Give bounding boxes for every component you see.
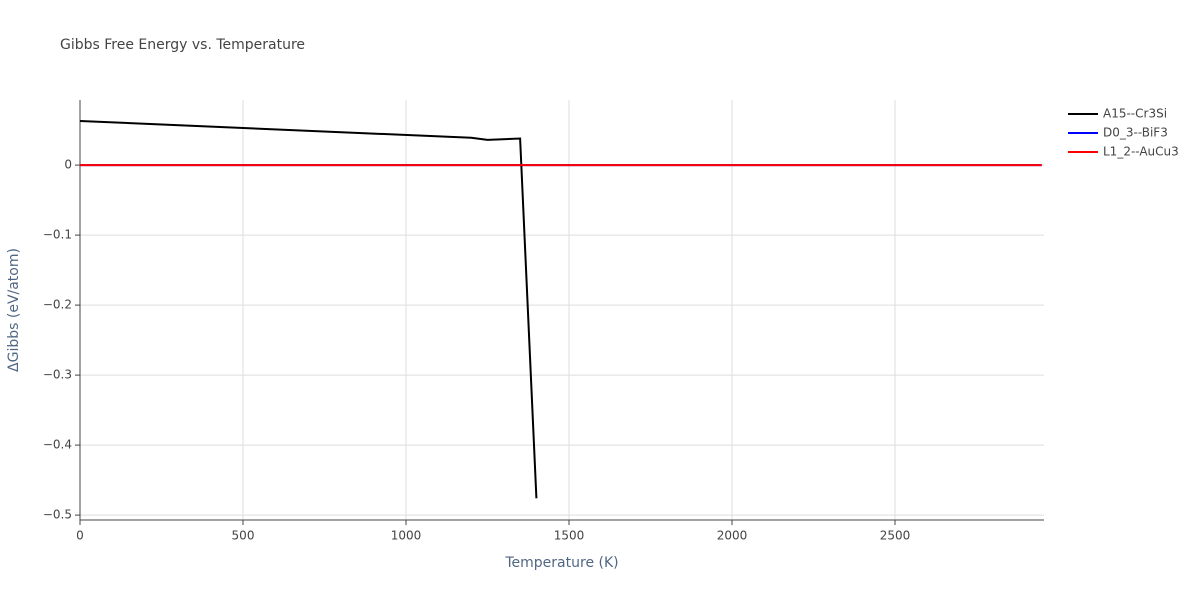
series-line: [79, 120, 538, 499]
y-tick-label: −0.1: [43, 228, 72, 242]
x-tick-label: 0: [76, 529, 84, 543]
x-tick-label: 1500: [554, 529, 585, 543]
y-tick-label: 0: [64, 158, 72, 172]
x-tick-label: 500: [232, 529, 255, 543]
chart-title: Gibbs Free Energy vs. Temperature: [60, 37, 305, 53]
y-tick-label: −0.2: [43, 298, 72, 312]
y-tick-label: −0.4: [43, 438, 72, 452]
x-tick-label: 1000: [391, 529, 422, 543]
y-axis-title: ΔGibbs (eV/atom): [6, 248, 22, 372]
x-axis-title: Temperature (K): [504, 555, 618, 571]
x-tick-label: 2000: [717, 529, 748, 543]
y-tick-label: −0.3: [43, 368, 72, 382]
legend-label: D0_3--BiF3: [1103, 126, 1168, 140]
legend-label: A15--Cr3Si: [1103, 107, 1167, 121]
x-tick-label: 2500: [880, 529, 911, 543]
legend-label: L1_2--AuCu3: [1103, 145, 1179, 159]
y-tick-label: −0.5: [43, 508, 72, 522]
